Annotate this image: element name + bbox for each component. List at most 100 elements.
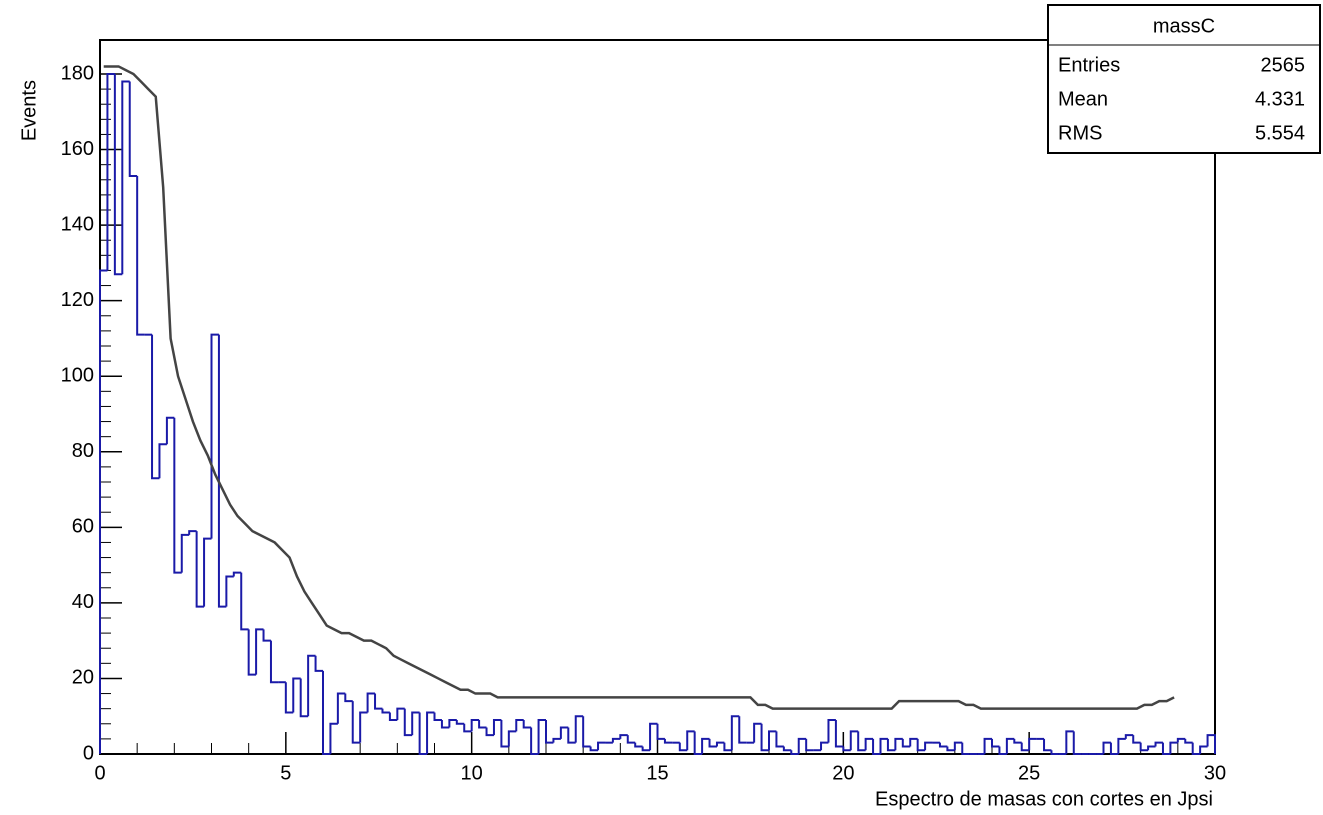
- histogram-bin: [961, 742, 970, 755]
- stats-box: massC Entries 2565 Mean 4.331 RMS 5.554: [1047, 4, 1321, 154]
- y-tick-label: 20: [72, 667, 94, 689]
- histogram-bin: [1124, 734, 1134, 739]
- histogram-bin: [359, 711, 368, 743]
- x-tick-label: 15: [646, 762, 668, 784]
- histogram-bin: [492, 719, 502, 736]
- histogram-bin: [262, 629, 271, 642]
- histogram-bin: [485, 727, 494, 737]
- histogram-bin: [1065, 730, 1074, 754]
- histogram-bin: [522, 720, 532, 729]
- histogram-bin: [411, 711, 420, 736]
- x-tick-label: 20: [832, 762, 854, 784]
- histogram-bin: [530, 727, 539, 755]
- x-axis-title: Espectro de masas con cortes en Jpsi: [875, 788, 1213, 810]
- histogram-bin: [455, 720, 465, 725]
- histogram-bin: [864, 737, 874, 751]
- histogram-bin: [730, 715, 740, 751]
- histogram-bin: [559, 726, 569, 739]
- histogram-bin: [983, 737, 992, 754]
- y-tick-label: 60: [72, 516, 94, 538]
- x-tick-label: 30: [1204, 762, 1226, 784]
- histogram-bin: [128, 81, 138, 177]
- y-tick-label: 160: [61, 138, 94, 160]
- histogram-bin: [374, 693, 383, 710]
- histogram-bin: [589, 746, 599, 752]
- histogram-bin: [1139, 742, 1149, 752]
- histogram-bin: [165, 416, 175, 445]
- line-series: [103, 65, 1175, 710]
- stats-value: 2565: [1261, 54, 1306, 76]
- histogram-bin: [470, 719, 480, 732]
- histogram-bin: [552, 737, 561, 743]
- histogram-bin: [782, 746, 792, 752]
- histogram-bin: [909, 737, 918, 747]
- histogram-bin: [515, 719, 524, 732]
- histogram-bin: [500, 720, 509, 748]
- histogram-bin: [1132, 735, 1141, 744]
- histogram-bin: [507, 730, 517, 747]
- histogram-bin: [678, 742, 688, 752]
- histogram-bin: [991, 738, 1000, 748]
- histogram-bin: [388, 712, 398, 721]
- histogram-bin: [106, 73, 115, 271]
- histogram-bin: [634, 742, 643, 748]
- histogram-bin: [916, 738, 926, 752]
- y-tick-label: 40: [72, 591, 94, 613]
- histogram-bin: [426, 711, 435, 754]
- histogram-bin: [790, 750, 799, 755]
- histogram-bin: [284, 682, 294, 714]
- stats-label: RMS: [1058, 122, 1102, 144]
- histogram-bin: [396, 707, 405, 720]
- histogram-bin: [663, 738, 673, 744]
- y-tick-label: 100: [61, 365, 94, 387]
- histogram-bin: [336, 692, 346, 724]
- histogram-bin: [344, 693, 353, 703]
- histogram-bin: [693, 731, 703, 755]
- histogram-bin: [269, 640, 279, 684]
- histogram-bin: [173, 417, 182, 574]
- histogram-bin: [924, 741, 933, 751]
- histogram-bin: [872, 738, 881, 755]
- histogram-bin: [619, 734, 628, 739]
- histogram-bin: [597, 741, 606, 751]
- histogram-bin: [901, 738, 911, 748]
- histogram-bin: [232, 571, 242, 577]
- histogram-bin: [1191, 742, 1201, 755]
- histogram-bin: [1050, 750, 1059, 755]
- histogram-bin: [1184, 738, 1193, 744]
- histogram-bin: [381, 708, 390, 714]
- histogram-bin: [448, 719, 457, 728]
- histogram-bin: [322, 670, 331, 755]
- histogram-bin: [1199, 745, 1208, 754]
- histogram-bin: [760, 723, 769, 752]
- histogram-bin: [708, 738, 717, 748]
- histogram-bin: [463, 723, 472, 733]
- histogram-bin: [938, 742, 948, 748]
- histogram-bin: [701, 737, 710, 754]
- histogram-bin: [1109, 742, 1119, 755]
- stats-title: massC: [1153, 15, 1215, 37]
- histogram-bin: [329, 722, 338, 754]
- y-tick-label: 120: [61, 289, 94, 311]
- x-tick-label: 0: [94, 762, 105, 784]
- histogram-bin: [203, 537, 212, 607]
- histogram-bin: [723, 742, 732, 752]
- histogram-bin: [180, 533, 190, 573]
- histogram-bin: [1147, 745, 1156, 751]
- histogram-bin: [366, 692, 376, 713]
- histogram-bin: [151, 334, 160, 480]
- histogram-bin: [797, 737, 807, 754]
- histogram-bin: [849, 730, 859, 751]
- y-tick-label: 180: [61, 62, 94, 84]
- histogram-bin: [195, 531, 205, 608]
- histogram-bin: [820, 741, 829, 751]
- histogram-bin: [1072, 731, 1082, 755]
- histogram-bin: [827, 719, 836, 743]
- histogram-bin: [738, 716, 747, 744]
- histogram-bin: [1206, 734, 1216, 754]
- histogram-bin: [1176, 737, 1186, 743]
- histogram-bin: [292, 677, 301, 713]
- histogram-bin: [582, 716, 591, 748]
- histogram-bin: [894, 737, 903, 751]
